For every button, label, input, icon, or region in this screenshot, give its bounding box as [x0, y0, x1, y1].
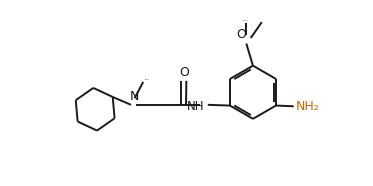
Text: O: O — [179, 66, 189, 79]
Text: N: N — [129, 90, 139, 103]
Text: methoxy: methoxy — [243, 20, 250, 21]
Text: O: O — [236, 28, 247, 41]
Text: NH: NH — [187, 100, 204, 113]
Text: methyl: methyl — [145, 79, 150, 81]
Text: NH₂: NH₂ — [296, 100, 320, 113]
